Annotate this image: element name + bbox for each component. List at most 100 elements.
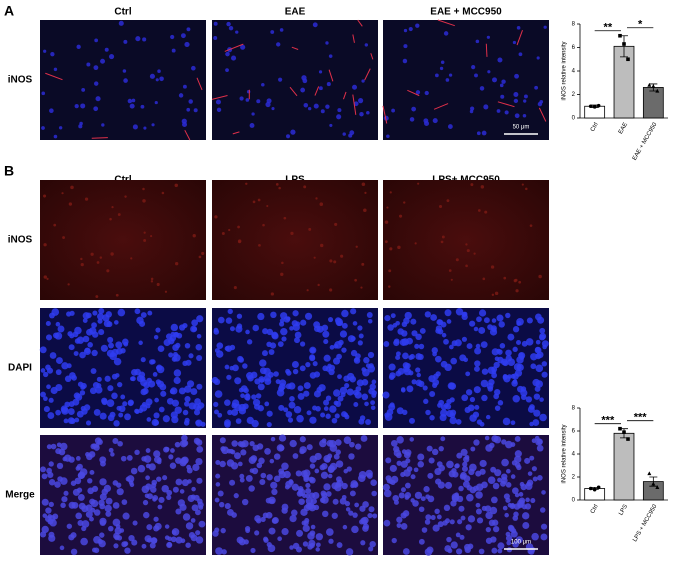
fiber [364, 68, 371, 81]
cell [383, 341, 390, 347]
cell [67, 417, 75, 424]
cell [238, 240, 242, 244]
cell [91, 547, 97, 553]
cell [358, 333, 364, 339]
cell [145, 448, 151, 453]
cell [333, 389, 341, 397]
cell [449, 412, 456, 419]
cell [480, 185, 485, 189]
cell [351, 525, 359, 534]
cell [313, 390, 321, 398]
cell [389, 191, 392, 194]
cell [230, 55, 237, 61]
cell [269, 342, 277, 349]
cell [97, 318, 103, 324]
cell [300, 470, 308, 478]
cell [140, 357, 146, 363]
cell [467, 543, 474, 550]
cell [239, 96, 244, 101]
cell [201, 251, 205, 256]
cell [519, 355, 525, 361]
cell [289, 545, 294, 550]
cell [118, 20, 124, 26]
cell [249, 440, 255, 447]
cell [440, 60, 445, 65]
cell [75, 512, 83, 520]
cell [352, 84, 358, 90]
cell [107, 525, 114, 532]
bar [613, 432, 635, 501]
cell [485, 537, 493, 544]
cell [494, 405, 501, 411]
cell [447, 124, 453, 129]
cell [434, 467, 442, 476]
cell [156, 282, 160, 287]
cell [397, 367, 405, 375]
cell [124, 195, 127, 198]
cell [533, 393, 541, 400]
cell [411, 106, 417, 112]
cell [142, 37, 147, 42]
cell [60, 502, 66, 509]
cell [444, 545, 452, 553]
row-label: Merge [5, 490, 35, 501]
cell [131, 539, 138, 546]
cell [62, 236, 66, 239]
cell [142, 187, 145, 191]
cell [174, 406, 182, 414]
cell [536, 444, 544, 452]
cell [512, 379, 518, 384]
cell [469, 414, 477, 422]
cell [256, 99, 261, 104]
cell [491, 293, 495, 296]
cell [361, 79, 365, 83]
cell [362, 525, 369, 532]
cell [171, 528, 180, 536]
cell [497, 400, 504, 406]
cell [333, 453, 340, 460]
cell [41, 126, 45, 130]
cell [39, 346, 47, 354]
cell [283, 407, 289, 413]
cell [458, 485, 464, 492]
cell [172, 352, 179, 358]
cell [54, 481, 61, 488]
fiber [211, 95, 228, 100]
cell [50, 52, 55, 57]
micrograph [382, 19, 549, 140]
cell [359, 111, 364, 117]
cell [283, 216, 287, 220]
cell [41, 91, 46, 96]
cell [320, 243, 324, 248]
cell [516, 321, 522, 326]
cell [110, 252, 114, 256]
cell [470, 106, 475, 111]
cell [224, 421, 231, 428]
cell [235, 418, 242, 424]
cell [529, 404, 535, 410]
cell [265, 101, 271, 108]
cell [327, 473, 333, 479]
cell [539, 327, 546, 334]
cell [539, 397, 544, 402]
cell [101, 397, 108, 404]
cell [344, 382, 350, 389]
cell [148, 380, 156, 388]
cell [96, 312, 104, 320]
cell [296, 414, 304, 423]
cell [112, 437, 119, 444]
cell [475, 39, 480, 44]
cell [312, 491, 320, 500]
cell [111, 373, 118, 380]
cell [469, 396, 476, 403]
cell [441, 332, 447, 338]
cell [53, 332, 59, 339]
cell [449, 416, 457, 425]
cell [313, 103, 319, 109]
cell [402, 352, 409, 360]
cell [73, 351, 79, 357]
cell [522, 113, 527, 118]
cell [112, 518, 121, 527]
cell [329, 405, 337, 413]
